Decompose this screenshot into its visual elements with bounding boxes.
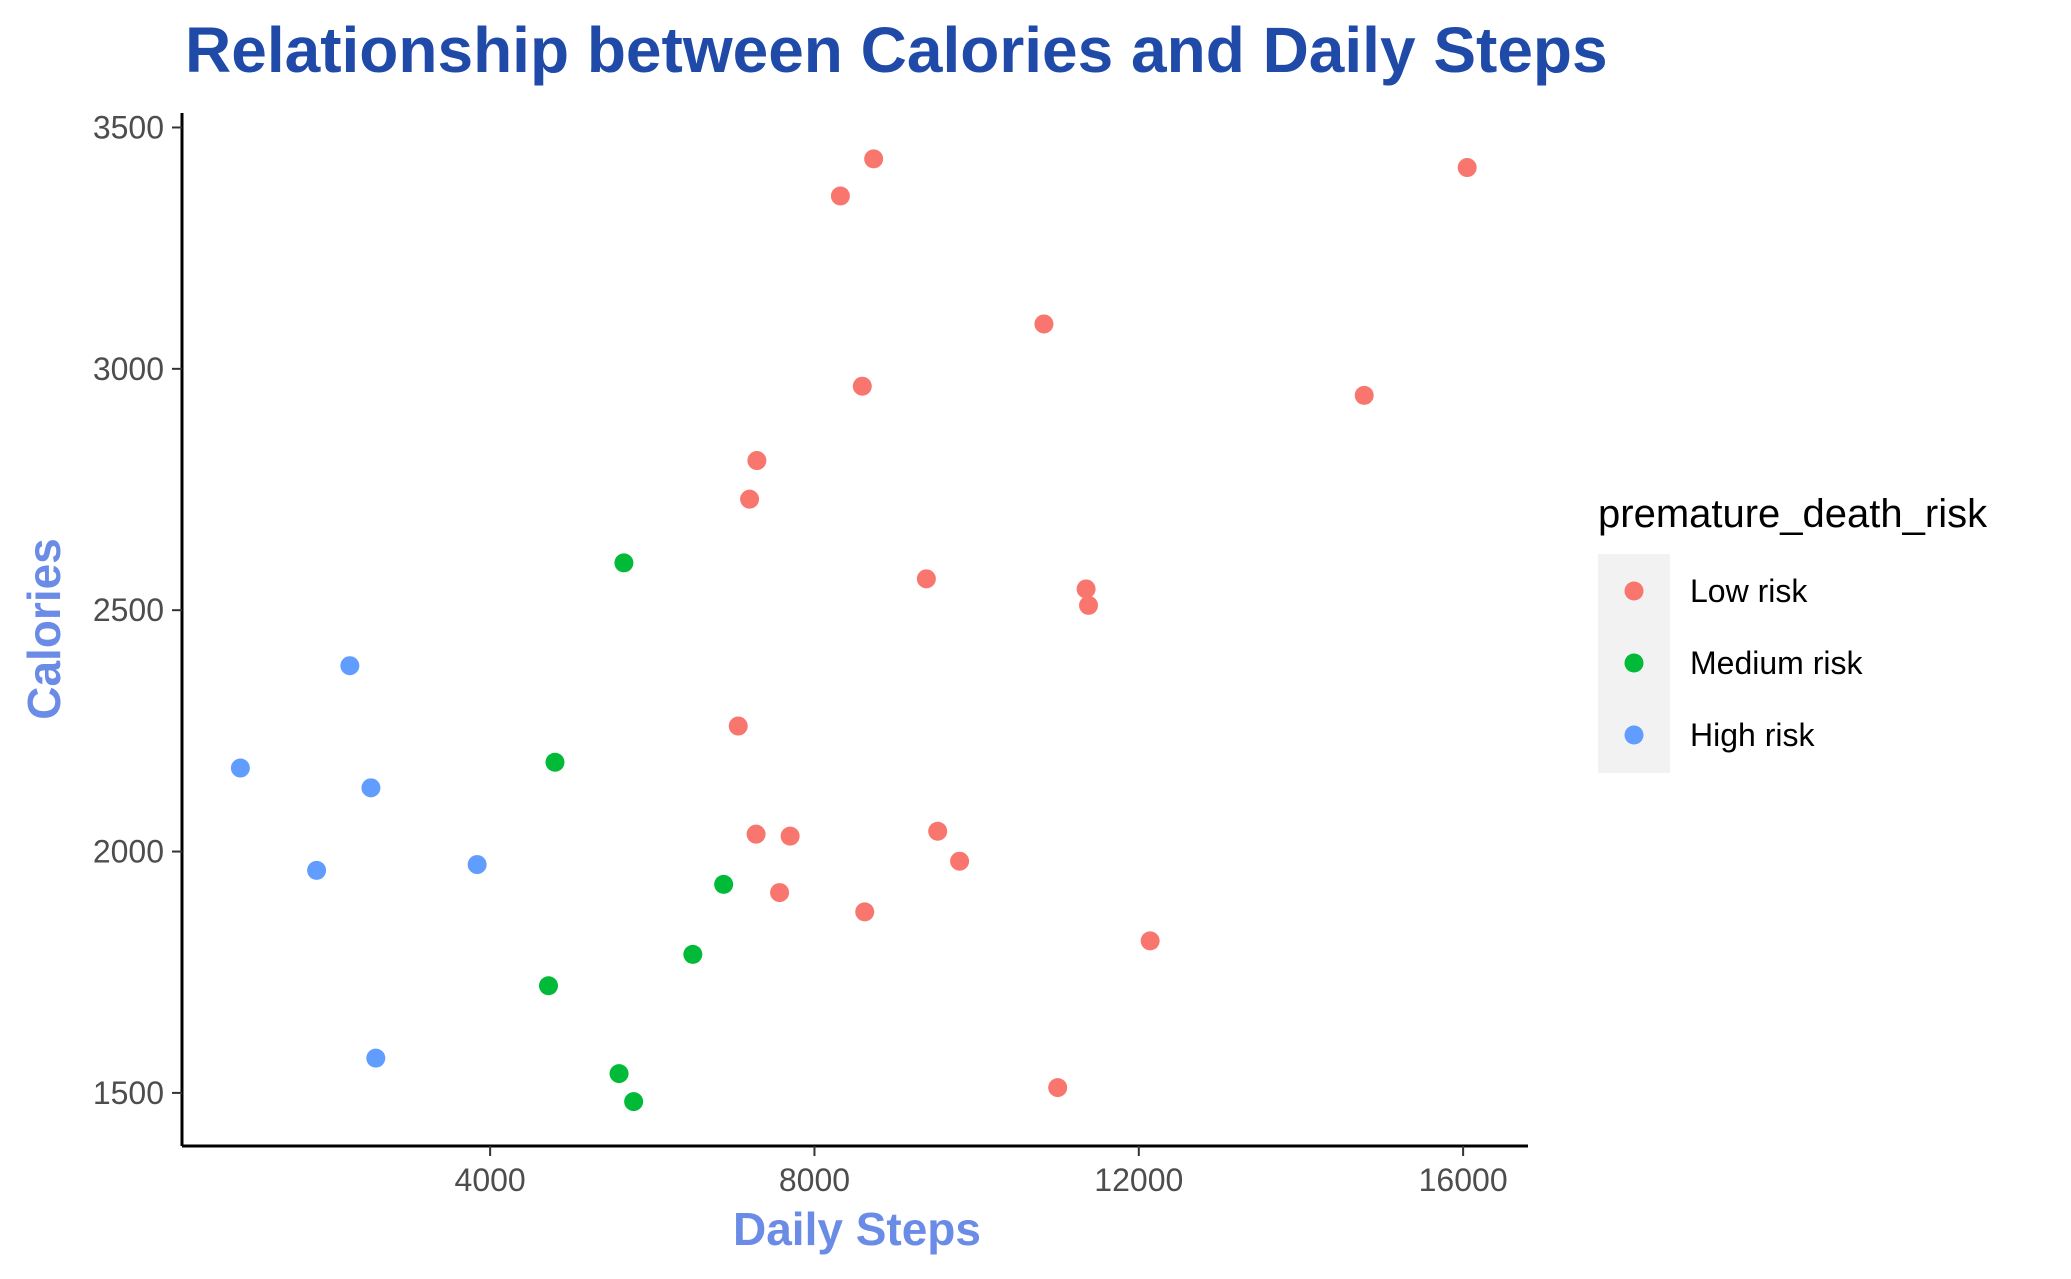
chart-title: Relationship between Calories and Daily … bbox=[185, 14, 1608, 86]
data-point bbox=[1354, 385, 1374, 405]
legend-label: Low risk bbox=[1690, 573, 1808, 609]
data-point bbox=[916, 569, 936, 589]
data-point bbox=[1076, 579, 1096, 599]
data-point bbox=[746, 824, 766, 844]
legend-label: High risk bbox=[1690, 717, 1815, 753]
data-point bbox=[340, 656, 360, 676]
data-point bbox=[1079, 595, 1099, 615]
x-axis-ticks: 4000 8000 12000 16000 bbox=[455, 1146, 1508, 1198]
data-point bbox=[830, 186, 850, 206]
data-point bbox=[624, 1092, 644, 1112]
data-point bbox=[852, 376, 872, 396]
data-point bbox=[467, 855, 487, 875]
legend-swatch bbox=[1624, 581, 1644, 601]
legend-label: Medium risk bbox=[1690, 645, 1863, 681]
legend-swatch bbox=[1624, 725, 1644, 745]
data-point bbox=[950, 851, 970, 871]
data-point bbox=[539, 976, 559, 996]
y-tick-label: 1500 bbox=[93, 1075, 164, 1111]
y-tick-label: 2000 bbox=[93, 834, 164, 870]
legend: premature_death_risk Low risk Medium risk… bbox=[1598, 492, 1988, 773]
x-tick-label: 12000 bbox=[1094, 1162, 1183, 1198]
data-point bbox=[780, 826, 800, 846]
data-points bbox=[230, 149, 1477, 1112]
data-point bbox=[1457, 158, 1477, 178]
data-point bbox=[609, 1064, 629, 1084]
data-point bbox=[855, 902, 875, 922]
x-tick-label: 16000 bbox=[1419, 1162, 1508, 1198]
data-point bbox=[230, 758, 250, 778]
data-point bbox=[1034, 314, 1054, 334]
y-axis-title: Calories bbox=[18, 538, 70, 720]
legend-title: premature_death_risk bbox=[1598, 492, 1988, 536]
y-tick-label: 3000 bbox=[93, 351, 164, 387]
data-point bbox=[740, 489, 760, 509]
legend-item: High risk bbox=[1624, 717, 1815, 753]
legend-swatch bbox=[1624, 653, 1644, 673]
legend-item: Medium risk bbox=[1624, 645, 1863, 681]
data-point bbox=[747, 451, 767, 471]
legend-items: Low risk Medium risk High risk bbox=[1624, 573, 1863, 753]
x-axis-title: Daily Steps bbox=[733, 1203, 981, 1255]
data-point bbox=[366, 1048, 386, 1068]
data-point bbox=[770, 883, 790, 903]
x-tick-label: 4000 bbox=[455, 1162, 526, 1198]
data-point bbox=[307, 860, 327, 880]
series-low-risk bbox=[728, 149, 1477, 1098]
data-point bbox=[683, 944, 703, 964]
data-point bbox=[928, 821, 948, 841]
data-point bbox=[714, 874, 734, 894]
plot-area: 1500 2000 2500 3000 3500 4000 8000 12000 16000 bbox=[93, 109, 1528, 1198]
data-point bbox=[614, 553, 634, 573]
series-high-risk bbox=[230, 656, 487, 1068]
data-point bbox=[1140, 931, 1160, 951]
y-tick-label: 3500 bbox=[93, 109, 164, 145]
y-tick-label: 2500 bbox=[93, 592, 164, 628]
data-point bbox=[545, 752, 565, 772]
data-point bbox=[361, 778, 381, 798]
legend-item: Low risk bbox=[1624, 573, 1808, 609]
data-point bbox=[1048, 1078, 1068, 1098]
series-medium-risk bbox=[539, 553, 734, 1112]
data-point bbox=[728, 716, 748, 736]
x-tick-label: 8000 bbox=[779, 1162, 850, 1198]
y-axis-ticks: 1500 2000 2500 3000 3500 bbox=[93, 109, 182, 1111]
data-point bbox=[864, 149, 884, 169]
